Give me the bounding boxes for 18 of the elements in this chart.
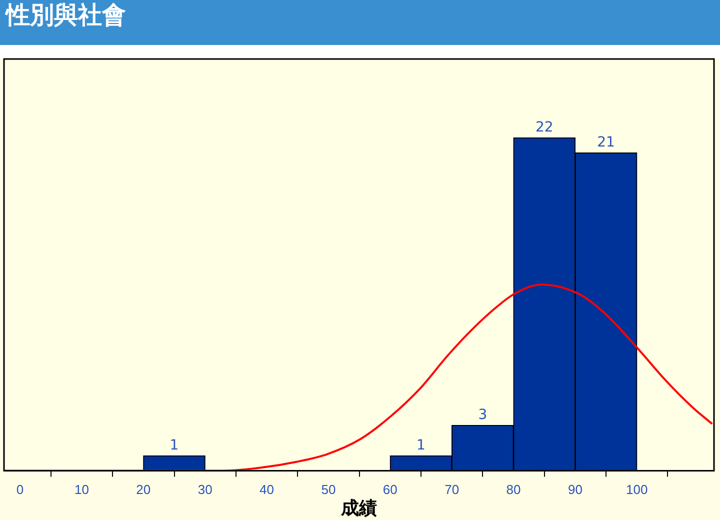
x-tick-label: 100 — [626, 482, 648, 498]
data-label: 1 — [416, 437, 426, 454]
x-tick-label: 40 — [260, 482, 274, 498]
x-tick-label: 10 — [74, 482, 89, 498]
x-tick-label: 70 — [444, 482, 460, 498]
chart-title: 性別與社會 — [0, 0, 720, 45]
data-label: 21 — [597, 134, 615, 151]
data-label: 22 — [535, 119, 554, 136]
data-label: 3 — [478, 407, 488, 424]
x-axis-title: 成績 — [340, 498, 377, 518]
x-tick-label: 50 — [321, 482, 336, 498]
x-tick-label: 90 — [568, 482, 582, 498]
data-label: 1 — [170, 437, 179, 454]
x-tick-label: 20 — [136, 482, 151, 498]
x-tick-label: 30 — [198, 482, 212, 498]
x-tick-label: 80 — [506, 482, 521, 498]
x-tick-label: 60 — [382, 482, 398, 498]
x-tick-label: 0 — [16, 482, 24, 498]
